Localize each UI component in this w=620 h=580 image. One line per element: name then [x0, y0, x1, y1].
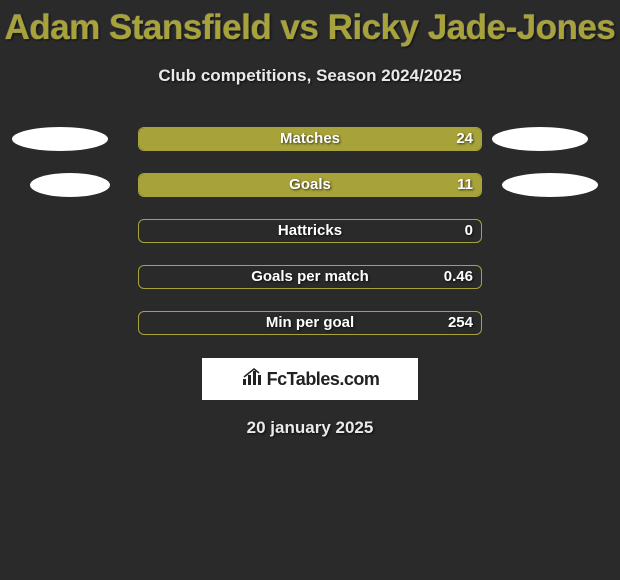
stat-bar: Min per goal254 [138, 311, 482, 335]
player-ellipse [30, 173, 110, 197]
snapshot-date: 20 january 2025 [0, 418, 620, 438]
stat-value: 11 [457, 176, 473, 193]
player-ellipse [492, 127, 588, 151]
stat-label: Min per goal [139, 314, 481, 331]
stat-label: Hattricks [139, 222, 481, 239]
stat-bar: Matches24 [138, 127, 482, 151]
comparison-chart: Matches24 Goals11 Hattricks0 Goals per matc… [0, 116, 620, 346]
stat-value: 254 [448, 314, 473, 331]
logo-box: FcTables.com [202, 358, 418, 400]
stat-value: 0.46 [444, 268, 473, 285]
stat-bar: Goals11 [138, 173, 482, 197]
stat-bar: Hattricks0 [138, 219, 482, 243]
stat-bar: Goals per match0.46 [138, 265, 482, 289]
player-ellipse [502, 173, 598, 197]
stat-label: Goals per match [139, 268, 481, 285]
page-title: Adam Stansfield vs Ricky Jade-Jones [0, 0, 620, 48]
stat-row: Min per goal254 [0, 300, 620, 346]
stat-value: 0 [465, 222, 473, 239]
stat-value: 24 [456, 130, 473, 147]
stat-row: Goals11 [0, 162, 620, 208]
stat-row: Goals per match0.46 [0, 254, 620, 300]
chart-icon [241, 367, 263, 392]
stat-row: Hattricks0 [0, 208, 620, 254]
stat-label: Goals [139, 176, 481, 193]
logo-text: FcTables.com [267, 369, 380, 390]
stat-label: Matches [139, 130, 481, 147]
stat-row: Matches24 [0, 116, 620, 162]
player-ellipse [12, 127, 108, 151]
page-subtitle: Club competitions, Season 2024/2025 [0, 66, 620, 86]
